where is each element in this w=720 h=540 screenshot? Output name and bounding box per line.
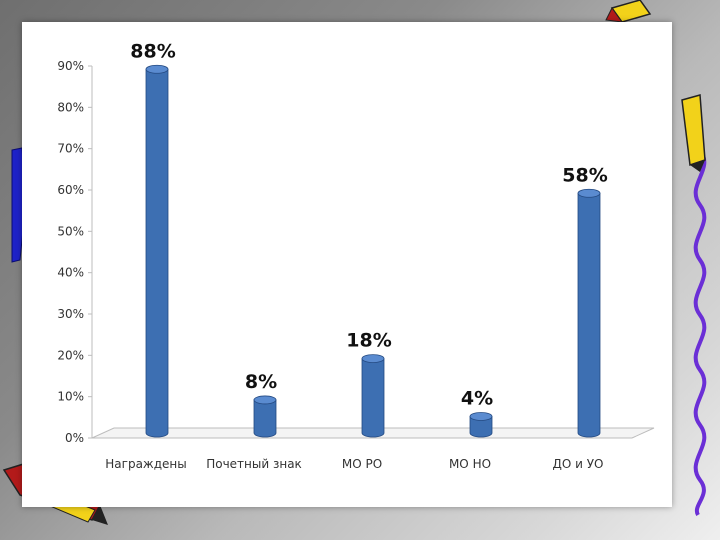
wavy-line-decoration: [693, 148, 707, 517]
bar: [145, 64, 169, 438]
axis-layer: 0% 10% 20% 30% 40% 50% 60% 70% 80% 90%: [57, 59, 655, 445]
category-label: Награждены: [105, 457, 186, 471]
y-tick-label: 70%: [57, 142, 84, 156]
category-label: Почетный знак: [206, 457, 302, 471]
bar-top: [469, 412, 493, 421]
bar: [469, 412, 493, 438]
data-label: 58%: [562, 164, 607, 186]
data-label: 18%: [346, 330, 391, 352]
chart-panel: 0% 10% 20% 30% 40% 50% 60% 70% 80% 90% 88% Награжд…: [22, 22, 672, 507]
y-tick-label: 30%: [57, 307, 84, 321]
data-label: 4%: [461, 387, 493, 409]
y-tick-label: 0%: [65, 431, 84, 445]
y-tick-label: 50%: [57, 224, 84, 238]
y-tick-label: 20%: [57, 348, 84, 362]
bar: [253, 395, 277, 438]
bar-top: [253, 395, 277, 405]
category-label: МО НО: [449, 457, 491, 471]
data-label: 88%: [130, 40, 175, 62]
bar-body: [469, 416, 493, 438]
bar-body: [361, 358, 385, 438]
bars-layer: [145, 64, 601, 438]
bar-top: [145, 64, 169, 74]
category-label: МО РО: [342, 457, 382, 471]
pencil-icon: [605, 0, 652, 23]
y-tick-label: 90%: [57, 59, 84, 73]
y-tick-label: 60%: [57, 183, 84, 197]
bar-body: [577, 192, 601, 438]
bar: [361, 354, 385, 438]
y-tick-label: 80%: [57, 100, 84, 114]
bar-body: [145, 68, 169, 438]
category-label: ДО и УО: [552, 457, 603, 471]
y-tick-label: 10%: [57, 390, 84, 404]
pencil-icon: [681, 94, 706, 172]
bar-chart: 0% 10% 20% 30% 40% 50% 60% 70% 80% 90% 88% Награжд…: [57, 40, 655, 471]
bar-body: [253, 399, 277, 438]
bar: [577, 188, 601, 438]
bar-top: [361, 354, 385, 364]
y-tick-label: 40%: [57, 266, 84, 280]
data-label: 8%: [245, 371, 277, 393]
labels-layer: 88% Награждены 8% Почетный знак 18% МО РО 4% МО…: [105, 40, 607, 471]
bar-top: [577, 188, 601, 198]
